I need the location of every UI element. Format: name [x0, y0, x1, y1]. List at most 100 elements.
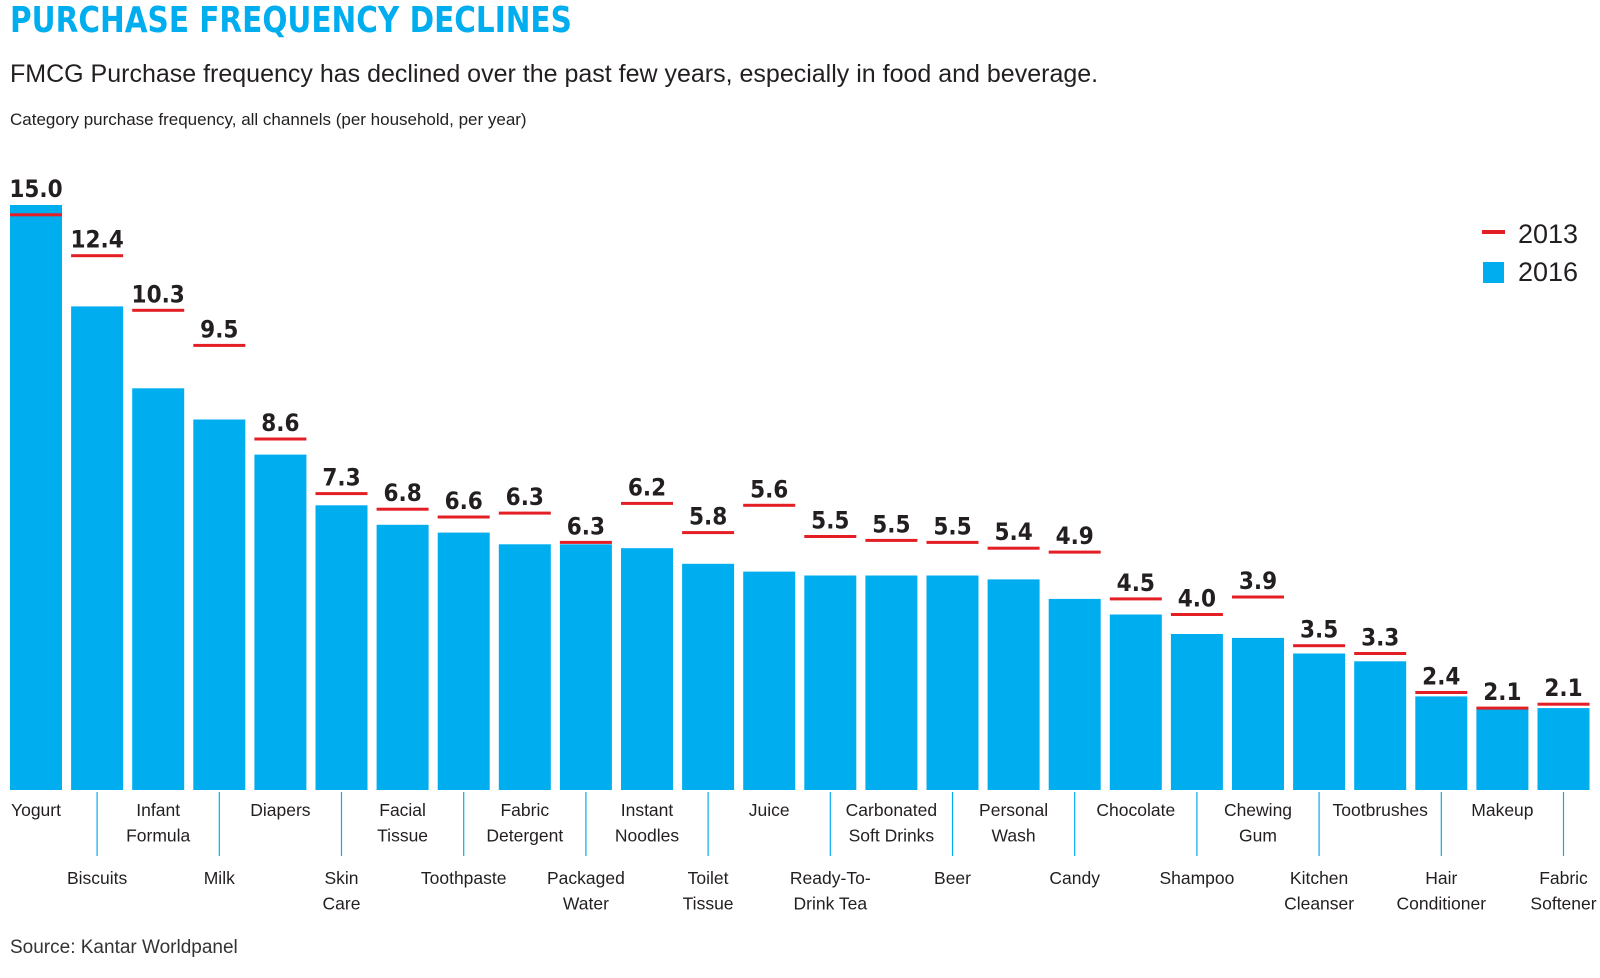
category-label: Hair: [1425, 868, 1457, 888]
value-label: 4.5: [1117, 569, 1155, 597]
bar-2016: [804, 575, 857, 790]
value-label: 5.6: [750, 475, 788, 503]
legend: 2013 2016: [1482, 219, 1578, 287]
category-label: Yogurt: [11, 800, 61, 820]
value-label: 15.0: [9, 175, 62, 203]
marker-2013: [1537, 702, 1590, 706]
value-labels: 15.0 12.4 10.3 9.5 8.6 7.3 6.8 6.6 6.3 6.3 6.2 5.8 5…: [9, 175, 1582, 706]
category-label: Juice: [749, 800, 790, 820]
value-label: 12.4: [70, 226, 123, 254]
category-label: Beer: [934, 868, 971, 888]
category-label: Cleanser: [1284, 894, 1354, 914]
category-label: Makeup: [1471, 800, 1533, 820]
bar-2016: [437, 532, 490, 790]
category-label: Shampoo: [1159, 868, 1234, 888]
marker-2013: [254, 437, 307, 441]
source-note: Source: Kantar Worldpanel: [10, 937, 238, 958]
legend-2016-swatch: [1483, 262, 1504, 283]
marker-2013: [743, 503, 796, 507]
value-label: 9.5: [200, 315, 238, 343]
category-label: Kitchen: [1290, 868, 1348, 888]
category-label: Chewing: [1224, 800, 1292, 820]
bar-2016: [987, 579, 1040, 790]
marker-2013: [71, 254, 124, 258]
category-label: Fabric: [500, 800, 549, 820]
value-label: 2.4: [1422, 663, 1460, 691]
legend-2013-label: 2013: [1518, 219, 1578, 249]
category-label: Candy: [1049, 868, 1100, 888]
marker-2013: [193, 343, 246, 347]
category-label: Fabric: [1539, 868, 1588, 888]
value-label: 6.2: [628, 473, 666, 501]
category-label: Infant: [136, 800, 180, 820]
value-label: 7.3: [322, 464, 360, 492]
marker-2013: [865, 538, 918, 542]
legend-2013-marker: [1482, 230, 1505, 234]
bar-2016: [254, 454, 307, 790]
bar-2016: [498, 544, 551, 790]
legend-2016-label: 2016: [1518, 257, 1578, 287]
category-label: Packaged: [547, 868, 625, 888]
category-label: Conditioner: [1397, 894, 1487, 914]
bar-2016: [621, 548, 673, 790]
category-label: Water: [563, 894, 609, 914]
marker-2013: [376, 507, 429, 511]
category-label: Noodles: [615, 826, 679, 846]
value-label: 3.3: [1361, 624, 1399, 652]
bar-2016: [682, 563, 735, 790]
category-label: Milk: [204, 868, 235, 888]
chart-title: PURCHASE FREQUENCY DECLINES: [10, 0, 572, 41]
marker-2013: [10, 213, 62, 217]
category-label: Tootbrushes: [1333, 800, 1429, 820]
marker-2013: [1476, 706, 1529, 710]
value-label: 5.5: [872, 510, 910, 538]
marker-2013: [1354, 652, 1407, 655]
marker-2013: [437, 515, 490, 519]
bar-2016: [71, 306, 124, 790]
bar-2016: [315, 505, 368, 790]
bar-2016: [1109, 614, 1162, 790]
category-label: Personal: [979, 800, 1048, 820]
value-label: 5.5: [933, 512, 971, 540]
marker-2013: [559, 540, 612, 544]
bar-2016: [1170, 634, 1223, 790]
marker-2013: [1170, 613, 1223, 616]
bar-2016: [376, 524, 429, 790]
marker-2013: [1293, 644, 1346, 648]
value-label: 3.9: [1239, 567, 1277, 595]
value-label: 5.5: [811, 507, 849, 535]
category-label: Drink Tea: [793, 894, 867, 914]
bar-2016: [926, 575, 979, 790]
category-label: Softener: [1530, 894, 1596, 914]
value-label: 4.9: [1056, 522, 1094, 550]
marker-2013: [926, 540, 979, 544]
marker-2013: [1415, 691, 1468, 694]
category-label: Instant: [621, 800, 674, 820]
value-label: 6.8: [383, 479, 421, 507]
bar-2016: [132, 388, 185, 790]
bar-2016: [1476, 708, 1529, 790]
category-labels: Yogurt Biscuits Infant Formula Milk Diapers Sk…: [11, 800, 1597, 914]
bar-2016: [1537, 708, 1590, 790]
category-label: Toilet: [688, 868, 729, 888]
marker-2013: [1048, 550, 1101, 554]
marker-2013: [1232, 595, 1284, 599]
value-label: 2.1: [1544, 674, 1582, 702]
value-label: 6.3: [567, 512, 605, 540]
marker-2013: [1109, 597, 1162, 601]
value-label: 3.5: [1300, 616, 1338, 644]
bar-2016: [865, 575, 918, 790]
label-leader-lines: [96, 792, 1565, 856]
category-label: Formula: [126, 826, 190, 846]
category-label: Care: [323, 894, 361, 914]
bar-2016: [559, 544, 612, 790]
bar-2016: [1048, 598, 1101, 790]
value-label: 6.6: [445, 487, 483, 515]
markers-2013: [10, 213, 1590, 710]
bar-2016: [1293, 653, 1346, 790]
category-label: Facial: [379, 800, 426, 820]
category-label: Tissue: [683, 894, 734, 914]
bar-2016: [743, 571, 796, 790]
value-label: 10.3: [132, 280, 185, 308]
marker-2013: [682, 531, 735, 535]
